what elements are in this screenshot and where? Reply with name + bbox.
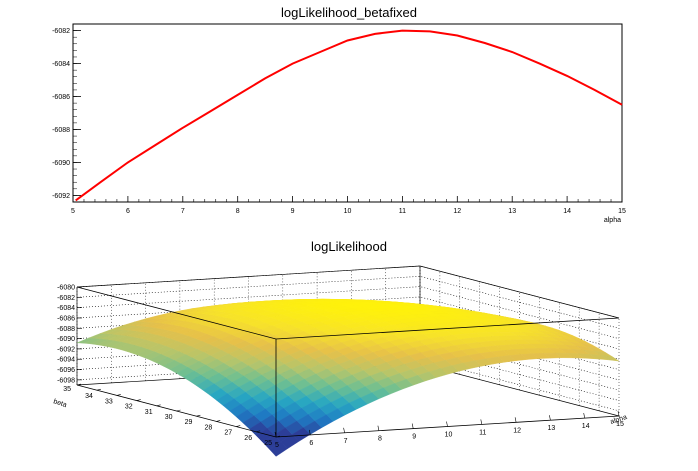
alpha-tick-mark-8	[549, 415, 551, 421]
z-tick-label-0: -6080	[57, 285, 75, 292]
surface-cell	[600, 355, 620, 362]
alpha-tick-mark-7	[514, 417, 517, 423]
alpha-tick-mark-10	[617, 410, 620, 417]
beta-tick-mark-9	[96, 388, 101, 391]
series-line-0	[75, 29, 623, 202]
x-tick-label-8: 13	[508, 208, 516, 215]
beta-tick-mark-0	[275, 435, 281, 438]
alpha-tick-mark-9	[583, 413, 585, 419]
z-tick-label-2: -6084	[57, 305, 75, 312]
line-chart-y-ticks: -6082 -6084 -6086 -6088 -6090 -6092	[52, 23, 81, 203]
z-gridline-0	[76, 265, 620, 319]
alpha-tick-label-5: 10	[445, 432, 453, 439]
beta-tick-label-8: 33	[105, 398, 113, 405]
alpha-tick-label-1: 6	[309, 440, 313, 447]
beta-tick-label-1: 26	[244, 435, 252, 442]
z-tick-label-6: -6092	[57, 346, 75, 353]
surface-chart: logLikelihood -6080-6082-6084-6086-6088-…	[52, 239, 628, 457]
beta-tick-mark-6	[156, 404, 161, 407]
x-tick-label-7: 12	[453, 208, 461, 215]
alpha-tick-label-9: 14	[582, 423, 590, 430]
alpha-tick-mark-4	[411, 423, 414, 429]
y-tick-label-5: -6092	[52, 193, 70, 200]
x-tick-label-0: 5	[71, 208, 75, 215]
z-tick-label-4: -6088	[57, 326, 75, 333]
y-tick-label-3: -6088	[52, 127, 70, 134]
beta-tick-mark-5	[176, 409, 181, 412]
alpha-tick-mark-5	[446, 421, 448, 427]
alpha-tick-label-2: 7	[344, 438, 348, 445]
line-chart-x-axis-label: alpha	[604, 217, 621, 224]
alpha-tick-label-10: 15	[616, 421, 624, 428]
y-tick-label-2: -6086	[52, 94, 70, 101]
beta-tick-label-3: 28	[205, 424, 213, 431]
surface-y-axis-label: beta	[52, 398, 67, 409]
x-tick-label-6: 11	[399, 208, 406, 215]
line-chart: logLikelihood_betafixed 5 6 7 8 9 10 11 12 13 14 1…	[52, 5, 626, 224]
line-chart-x-ticks: 5 6 7 8 9 10 11 12 13 14 15	[71, 196, 626, 215]
z-gridline-2	[76, 286, 620, 339]
y-tick-label-0: -6082	[52, 28, 70, 35]
beta-tick-mark-8	[116, 394, 121, 396]
beta-tick-mark-3	[216, 420, 221, 422]
surface-x-ticks: 5 6 7 8 9 10 11 12 13 14 15	[274, 410, 624, 449]
surface-z-ticks: -6080 -6082 -6084 -6086 -6088 -6090 -6092 -6094…	[57, 285, 82, 384]
x-tick-label-10: 15	[618, 208, 626, 215]
beta-tick-label-7: 32	[125, 404, 133, 411]
box-front-edge-4	[76, 286, 277, 340]
line-chart-title: logLikelihood_betafixed	[281, 5, 417, 20]
alpha-tick-label-8: 13	[548, 425, 556, 432]
z-gridline-1	[76, 276, 620, 329]
y-tick-label-1: -6084	[52, 61, 70, 68]
beta-tick-label-0: 25	[264, 440, 272, 447]
beta-tick-label-9: 34	[85, 393, 93, 400]
z-tick-label-1: -6082	[57, 295, 75, 302]
line-chart-series	[75, 29, 623, 202]
x-tick-label-3: 8	[236, 208, 240, 215]
beta-tick-label-2: 27	[224, 430, 232, 437]
beta-tick-mark-4	[196, 414, 201, 417]
z-tick-label-3: -6086	[57, 315, 75, 322]
surface-y-ticks: 25 26 27 28 29 30 31 32 33 34 35	[63, 383, 281, 447]
z-tick-label-9: -6098	[57, 377, 75, 384]
line-chart-frame	[72, 23, 623, 203]
box-back-edge-4	[419, 265, 620, 319]
beta-tick-label-4: 29	[185, 419, 193, 426]
x-tick-label-9: 14	[563, 208, 571, 215]
beta-tick-mark-1	[256, 430, 261, 433]
x-tick-label-1: 6	[126, 208, 130, 215]
beta-tick-label-5: 30	[165, 414, 173, 421]
beta-tick-label-6: 31	[145, 409, 153, 416]
alpha-tick-mark-1	[309, 429, 311, 435]
surface-chart-title: logLikelihood	[311, 239, 387, 254]
beta-tick-mark-7	[136, 399, 141, 401]
z-tick-label-8: -6096	[57, 367, 75, 374]
alpha-tick-label-6: 11	[479, 429, 486, 436]
alpha-tick-label-3: 8	[378, 436, 382, 443]
alpha-tick-mark-2	[343, 427, 345, 433]
box-front-edge-3	[275, 317, 620, 340]
alpha-tick-label-0: 5	[275, 442, 279, 449]
alpha-tick-label-4: 9	[412, 434, 416, 441]
beta-tick-mark-10	[76, 383, 82, 386]
x-tick-label-2: 7	[181, 208, 185, 215]
alpha-tick-label-7: 12	[513, 427, 521, 434]
z-tick-label-7: -6094	[57, 357, 75, 364]
x-tick-label-5: 10	[344, 208, 352, 215]
surface-x-axis-label: alpha	[609, 414, 628, 426]
y-tick-label-4: -6090	[52, 160, 70, 167]
alpha-tick-mark-6	[480, 419, 483, 425]
x-tick-label-4: 9	[291, 208, 295, 215]
alpha-tick-mark-0	[274, 431, 277, 438]
alpha-tick-mark-3	[377, 425, 380, 431]
z-tick-label-5: -6090	[57, 336, 75, 343]
beta-tick-mark-2	[236, 425, 241, 427]
beta-tick-label-10: 35	[63, 386, 71, 393]
